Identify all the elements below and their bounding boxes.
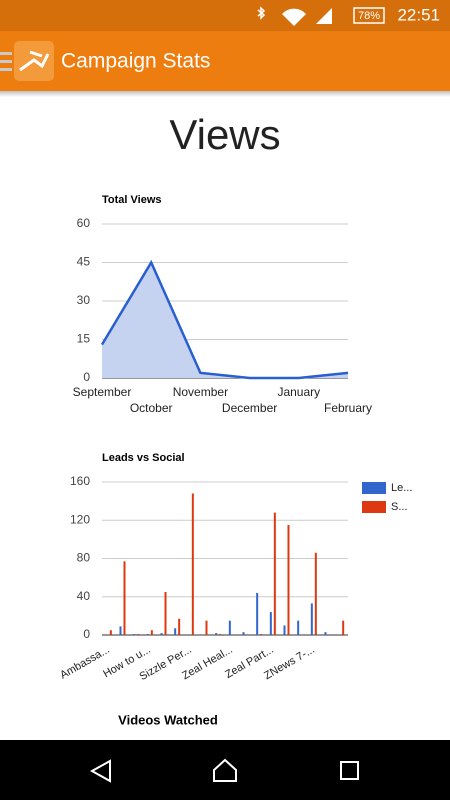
legend-swatch	[362, 501, 386, 513]
recents-button[interactable]	[340, 761, 359, 780]
bar	[269, 612, 272, 635]
line	[100, 259, 349, 380]
bar	[314, 552, 317, 635]
x-tick-label: October	[130, 401, 173, 415]
x-tick-label: November	[173, 385, 228, 399]
page-heading: Views	[169, 111, 280, 158]
y-tick-label: 15	[77, 332, 91, 346]
y-tick-label: 40	[77, 589, 91, 603]
bar	[215, 633, 218, 635]
bar	[228, 620, 231, 635]
bar	[342, 620, 345, 635]
bar	[150, 630, 153, 635]
bar	[164, 591, 167, 635]
app-bar	[0, 31, 450, 91]
y-tick-label: 120	[70, 512, 90, 526]
legend-label: S...	[391, 501, 408, 513]
bar	[287, 525, 290, 635]
y-tick-label: 80	[77, 551, 91, 565]
app-bar-shadow	[0, 91, 450, 97]
bar	[219, 634, 222, 635]
bar	[109, 630, 112, 635]
wifi-icon	[282, 8, 306, 27]
legend-swatch	[362, 482, 386, 494]
bar	[242, 632, 245, 635]
back-button[interactable]	[89, 759, 111, 783]
bar	[160, 633, 163, 635]
signal-icon	[316, 8, 332, 24]
chart-title: Leads vs Social	[102, 452, 185, 464]
bar	[324, 632, 327, 635]
x-tick-label: January	[277, 385, 320, 399]
bluetooth-icon	[257, 6, 266, 20]
bar	[310, 603, 313, 635]
area-fill	[102, 262, 348, 378]
x-tick-label: February	[324, 401, 372, 415]
menu-button[interactable]	[0, 52, 12, 71]
battery-level: 78%	[358, 10, 380, 22]
bar	[260, 634, 263, 635]
bar	[119, 626, 122, 635]
bar	[178, 618, 181, 635]
bar	[283, 625, 286, 635]
section-title: Videos Watched	[118, 712, 218, 727]
bar	[133, 634, 136, 635]
chart-title: Total Views	[102, 194, 162, 206]
x-tick-label: September	[73, 385, 132, 399]
bar	[123, 561, 126, 635]
y-tick-label: 60	[77, 216, 91, 230]
bar	[137, 634, 140, 635]
bar	[174, 628, 177, 635]
y-tick-label: 30	[77, 293, 91, 307]
bar	[297, 620, 300, 635]
status-bar	[0, 0, 450, 31]
logo-figure	[19, 50, 50, 72]
y-tick-label: 45	[77, 255, 91, 269]
bar	[256, 592, 259, 635]
app-title: Campaign Stats	[61, 50, 210, 73]
bar	[273, 512, 276, 635]
bar	[191, 493, 194, 635]
bar	[146, 634, 149, 635]
legend-label: Le...	[391, 482, 412, 494]
y-tick-label: 0	[83, 627, 90, 641]
x-tick-label: December	[222, 401, 277, 415]
y-tick-label: 160	[70, 474, 90, 488]
bar	[205, 620, 208, 635]
home-button[interactable]	[213, 758, 237, 782]
nav-bar	[0, 740, 450, 800]
y-tick-label: 0	[83, 370, 90, 384]
battery-icon	[353, 7, 385, 24]
clock: 22:51	[397, 5, 440, 24]
